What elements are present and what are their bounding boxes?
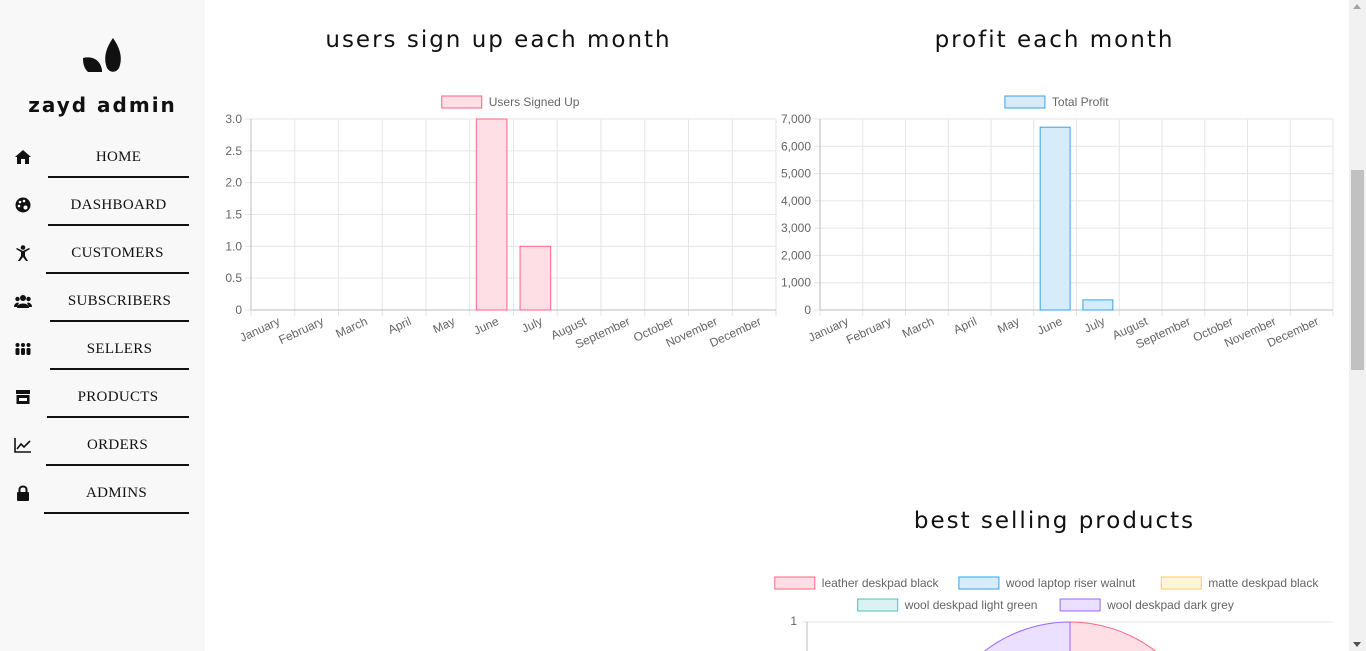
best-selling-products-chart: leather deskpad black wood laptop riser w… xyxy=(774,576,1333,651)
profit-chart: Total Profit 0 1,000 2,000 3,000 4,000 5,000 6,… xyxy=(781,95,1334,352)
sidebar: zayd admin HOME DASHBOARD CUSTOMERS SUBSCRI… xyxy=(0,0,205,651)
bar xyxy=(475,118,508,311)
legend-swatch xyxy=(441,95,483,109)
products-chart-title: best selling products xyxy=(913,508,1196,534)
y-tick-label: 7,000 xyxy=(781,112,811,126)
legend-swatch xyxy=(857,598,899,612)
sidebar-item-sellers[interactable]: SELLERS xyxy=(0,331,205,379)
x-tick-label: June xyxy=(1035,314,1065,338)
bar xyxy=(1082,299,1114,311)
legend-label: leather deskpad black xyxy=(822,576,940,590)
pie-slice xyxy=(1069,621,1156,651)
bar xyxy=(519,245,552,311)
legend-swatch xyxy=(774,576,816,590)
sidebar-item-dashboard[interactable]: DASHBOARD xyxy=(0,187,205,235)
scroll-down-icon[interactable] xyxy=(1353,642,1361,647)
y-tick-label: 0.5 xyxy=(225,271,242,285)
y-tick-label: 2.0 xyxy=(225,176,242,190)
y-tick-label: 5,000 xyxy=(781,167,811,181)
y-tick-label: 3.0 xyxy=(225,112,242,126)
bar xyxy=(1039,126,1071,311)
legend-swatch xyxy=(1004,95,1046,109)
scroll-up-icon[interactable] xyxy=(1353,4,1361,9)
sidebar-item-orders[interactable]: ORDERS xyxy=(0,427,205,475)
x-tick-label: March xyxy=(334,314,370,341)
y-tick-label: 1 xyxy=(790,614,797,628)
x-tick-label: June xyxy=(471,314,501,338)
store-icon xyxy=(16,390,30,404)
x-tick-label: July xyxy=(1082,314,1107,336)
group-icon xyxy=(15,343,31,355)
legend-label: Users Signed Up xyxy=(489,95,580,109)
legend-swatch xyxy=(1059,598,1101,612)
x-tick-label: January xyxy=(238,314,283,345)
y-tick-label: 6,000 xyxy=(781,139,811,153)
sidebar-item-label[interactable]: SUBSCRIBERS xyxy=(50,283,189,322)
x-tick-label: March xyxy=(900,314,936,341)
y-tick-label: 1.0 xyxy=(225,239,242,253)
lock-icon xyxy=(17,485,29,501)
palette-icon xyxy=(15,197,31,213)
sidebar-item-label[interactable]: PRODUCTS xyxy=(47,379,189,418)
x-tick-label: April xyxy=(951,314,979,337)
chart-line-icon xyxy=(14,438,31,453)
profit-chart-title: profit each month xyxy=(934,27,1175,53)
x-tick-label: February xyxy=(276,314,325,347)
sidebar-item-label[interactable]: DASHBOARD xyxy=(48,187,189,226)
y-tick-label: 0 xyxy=(804,303,811,317)
y-tick-label: 2,000 xyxy=(781,248,811,262)
sidebar-item-products[interactable]: PRODUCTS xyxy=(0,379,205,427)
home-icon xyxy=(15,150,31,164)
legend-label: Total Profit xyxy=(1052,95,1109,109)
users-signup-chart: Users Signed Up 0 0.5 1.0 1.5 2.0 2.5 3.0 Januar… xyxy=(225,95,777,352)
y-tick-label: 0 xyxy=(235,303,242,317)
sidebar-item-customers[interactable]: CUSTOMERS xyxy=(0,235,205,283)
leaf-logo-icon xyxy=(83,38,121,72)
sidebar-item-label[interactable]: CUSTOMERS xyxy=(46,235,189,274)
sidebar-item-label[interactable]: SELLERS xyxy=(50,331,189,370)
sidebar-item-label[interactable]: ORDERS xyxy=(46,427,189,466)
legend-label: wood laptop riser walnut xyxy=(1005,576,1136,590)
legend-label: wool deskpad dark grey xyxy=(1106,598,1234,612)
x-tick-label: April xyxy=(386,314,414,337)
y-tick-label: 1,000 xyxy=(781,276,811,290)
x-tick-label: July xyxy=(519,314,544,336)
users-chart-title: users sign up each month xyxy=(325,27,672,53)
page-scrollbar[interactable] xyxy=(1349,0,1366,651)
x-tick-label: January xyxy=(806,314,851,345)
person-icon xyxy=(16,245,30,261)
scrollbar-thumb[interactable] xyxy=(1351,170,1364,370)
legend-swatch xyxy=(958,576,1000,590)
sidebar-item-subscribers[interactable]: SUBSCRIBERS xyxy=(0,283,205,331)
y-tick-label: 4,000 xyxy=(781,194,811,208)
sidebar-item-home[interactable]: HOME xyxy=(0,139,205,187)
y-tick-label: 1.5 xyxy=(225,208,242,222)
legend-label: matte deskpad black xyxy=(1208,576,1319,590)
sidebar-item-admins[interactable]: ADMINS xyxy=(0,475,205,523)
y-tick-label: 3,000 xyxy=(781,221,811,235)
sidebar-item-label[interactable]: HOME xyxy=(48,139,189,178)
legend-label: wool deskpad light green xyxy=(904,598,1038,612)
pie-slice xyxy=(983,621,1071,651)
x-tick-label: May xyxy=(431,314,457,336)
users-icon xyxy=(14,295,32,308)
sidebar-item-label[interactable]: ADMINS xyxy=(44,475,189,514)
x-tick-label: May xyxy=(995,314,1021,336)
y-tick-label: 2.5 xyxy=(225,144,242,158)
brand-name: zayd admin xyxy=(28,93,177,117)
legend-swatch xyxy=(1160,576,1202,590)
x-tick-label: February xyxy=(844,314,893,347)
